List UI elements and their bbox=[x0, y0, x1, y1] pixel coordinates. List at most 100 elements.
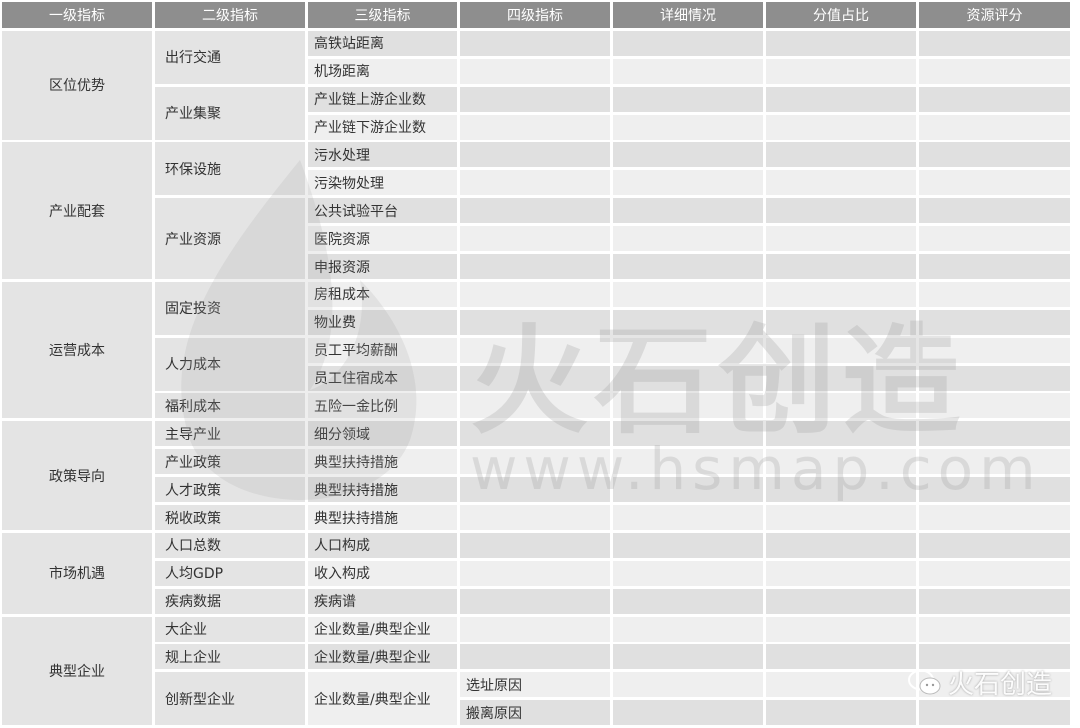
empty-cell bbox=[919, 309, 1070, 335]
level4-cell bbox=[460, 142, 610, 168]
empty-cell bbox=[766, 505, 916, 531]
empty-cell bbox=[766, 337, 916, 363]
level4-cell bbox=[460, 198, 610, 224]
level3-cell: 房租成本 bbox=[308, 281, 457, 307]
empty-cell bbox=[919, 365, 1070, 391]
level3-cell: 员工住宿成本 bbox=[308, 365, 457, 391]
empty-cell bbox=[613, 254, 763, 280]
empty-cell bbox=[766, 281, 916, 307]
empty-cell bbox=[613, 644, 763, 670]
empty-cell bbox=[613, 309, 763, 335]
level3-cell: 五险一金比例 bbox=[308, 393, 457, 419]
empty-cell bbox=[766, 644, 916, 670]
level3-cell: 产业链下游企业数 bbox=[308, 114, 457, 140]
level3-cell: 细分领域 bbox=[308, 421, 457, 447]
empty-cell bbox=[613, 616, 763, 642]
level3-cell: 物业费 bbox=[308, 309, 457, 335]
empty-cell bbox=[766, 393, 916, 419]
level2-cell: 环保设施 bbox=[155, 142, 305, 196]
level2-cell: 税收政策 bbox=[155, 505, 305, 531]
empty-cell bbox=[613, 337, 763, 363]
level4-cell bbox=[460, 532, 610, 558]
empty-cell bbox=[919, 142, 1070, 168]
level4-cell bbox=[460, 449, 610, 475]
level4-cell bbox=[460, 365, 610, 391]
column-header: 四级指标 bbox=[460, 2, 610, 28]
level1-cell: 政策导向 bbox=[2, 421, 152, 531]
level3-cell: 典型扶持措施 bbox=[308, 449, 457, 475]
empty-cell bbox=[766, 616, 916, 642]
level4-cell bbox=[460, 644, 610, 670]
badge-label: 火石创造 bbox=[948, 670, 1053, 700]
level3-cell: 人口构成 bbox=[308, 532, 457, 558]
empty-cell bbox=[919, 30, 1070, 56]
level3-cell: 高铁站距离 bbox=[308, 30, 457, 56]
empty-cell bbox=[919, 254, 1070, 280]
level1-cell: 产业配套 bbox=[2, 142, 152, 280]
level3-cell: 员工平均薪酬 bbox=[308, 337, 457, 363]
level2-cell: 人才政策 bbox=[155, 477, 305, 503]
level1-cell: 运营成本 bbox=[2, 281, 152, 419]
empty-cell bbox=[613, 700, 763, 726]
level4-cell bbox=[460, 421, 610, 447]
level4-cell: 搬离原因 bbox=[460, 700, 610, 726]
level4-cell bbox=[460, 58, 610, 84]
empty-cell bbox=[613, 560, 763, 586]
level2-cell: 主导产业 bbox=[155, 421, 305, 447]
empty-cell bbox=[766, 588, 916, 614]
level2-cell: 出行交通 bbox=[155, 30, 305, 84]
empty-cell bbox=[919, 616, 1070, 642]
empty-cell bbox=[919, 449, 1070, 475]
level4-cell bbox=[460, 281, 610, 307]
level3-cell: 收入构成 bbox=[308, 560, 457, 586]
level4-cell bbox=[460, 86, 610, 112]
empty-cell bbox=[919, 58, 1070, 84]
empty-cell bbox=[613, 505, 763, 531]
level3-cell: 公共试验平台 bbox=[308, 198, 457, 224]
empty-cell bbox=[919, 505, 1070, 531]
empty-cell bbox=[613, 30, 763, 56]
empty-cell bbox=[613, 58, 763, 84]
level4-cell bbox=[460, 560, 610, 586]
level2-cell: 产业集聚 bbox=[155, 86, 305, 140]
level3-cell: 企业数量/典型企业 bbox=[308, 644, 457, 670]
level1-cell: 典型企业 bbox=[2, 616, 152, 726]
empty-cell bbox=[766, 309, 916, 335]
empty-cell bbox=[919, 198, 1070, 224]
level1-cell: 市场机遇 bbox=[2, 532, 152, 614]
empty-cell bbox=[766, 30, 916, 56]
empty-cell bbox=[613, 226, 763, 252]
level3-cell: 典型扶持措施 bbox=[308, 505, 457, 531]
empty-cell bbox=[613, 449, 763, 475]
column-header: 一级指标 bbox=[2, 2, 152, 28]
empty-cell bbox=[919, 588, 1070, 614]
empty-cell bbox=[766, 560, 916, 586]
column-header: 详细情况 bbox=[613, 2, 763, 28]
level3-cell: 申报资源 bbox=[308, 254, 457, 280]
level4-cell bbox=[460, 505, 610, 531]
empty-cell bbox=[766, 226, 916, 252]
empty-cell bbox=[919, 337, 1070, 363]
level2-cell: 福利成本 bbox=[155, 393, 305, 419]
level4-cell bbox=[460, 254, 610, 280]
level2-cell: 规上企业 bbox=[155, 644, 305, 670]
level4-cell bbox=[460, 170, 610, 196]
empty-cell bbox=[919, 114, 1070, 140]
level4-cell bbox=[460, 477, 610, 503]
empty-cell bbox=[919, 532, 1070, 558]
empty-cell bbox=[919, 393, 1070, 419]
empty-cell bbox=[613, 393, 763, 419]
empty-cell bbox=[766, 254, 916, 280]
empty-cell bbox=[766, 58, 916, 84]
level1-cell: 区位优势 bbox=[2, 30, 152, 140]
empty-cell bbox=[613, 365, 763, 391]
empty-cell bbox=[613, 281, 763, 307]
level2-cell: 固定投资 bbox=[155, 281, 305, 335]
level2-cell: 创新型企业 bbox=[155, 672, 305, 726]
empty-cell bbox=[613, 86, 763, 112]
empty-cell bbox=[766, 532, 916, 558]
empty-cell bbox=[919, 560, 1070, 586]
empty-cell bbox=[613, 421, 763, 447]
level3-cell: 产业链上游企业数 bbox=[308, 86, 457, 112]
